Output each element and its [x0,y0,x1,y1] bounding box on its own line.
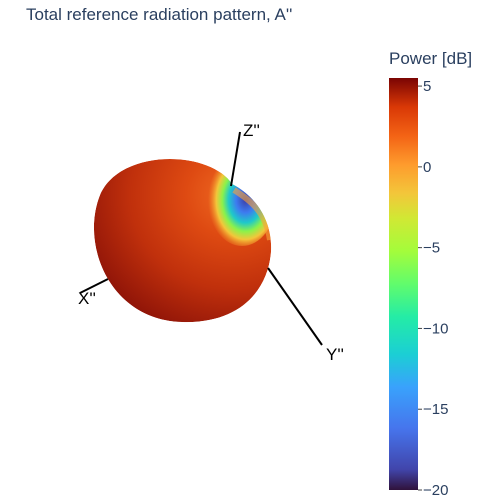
y-axis-line [267,267,323,346]
colorbar-tick-label: −10 [423,320,448,337]
colorbar-tick-label: −5 [423,240,440,257]
colorbar-title: Power [dB] [389,49,473,68]
x-axis-line [79,278,109,294]
colorbar-tick-label: −15 [423,401,448,418]
z-axis-line [230,131,241,187]
colorbar-ticks: 5 0 −5 −10 −15 −20 [418,78,448,499]
colorbar-tick-label: −20 [423,482,448,499]
colorbar-tick-label: 0 [423,159,431,176]
z-axis-label: Z'' [243,121,260,140]
radiation-surface[interactable] [93,154,276,323]
colorbar-tick-label: 5 [423,78,431,95]
y-axis-label: Y'' [326,345,344,364]
colorbar [389,78,418,490]
x-axis-label: X'' [78,289,96,308]
chart-title: Total reference radiation pattern, A'' [26,5,293,24]
